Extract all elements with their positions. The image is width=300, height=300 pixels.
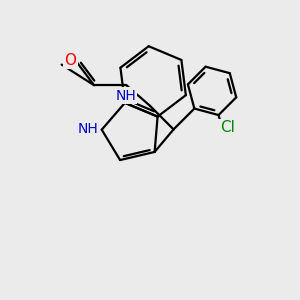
- Text: NH: NH: [78, 122, 99, 136]
- Text: NH: NH: [116, 88, 136, 103]
- Text: Cl: Cl: [220, 120, 235, 135]
- Text: O: O: [64, 53, 76, 68]
